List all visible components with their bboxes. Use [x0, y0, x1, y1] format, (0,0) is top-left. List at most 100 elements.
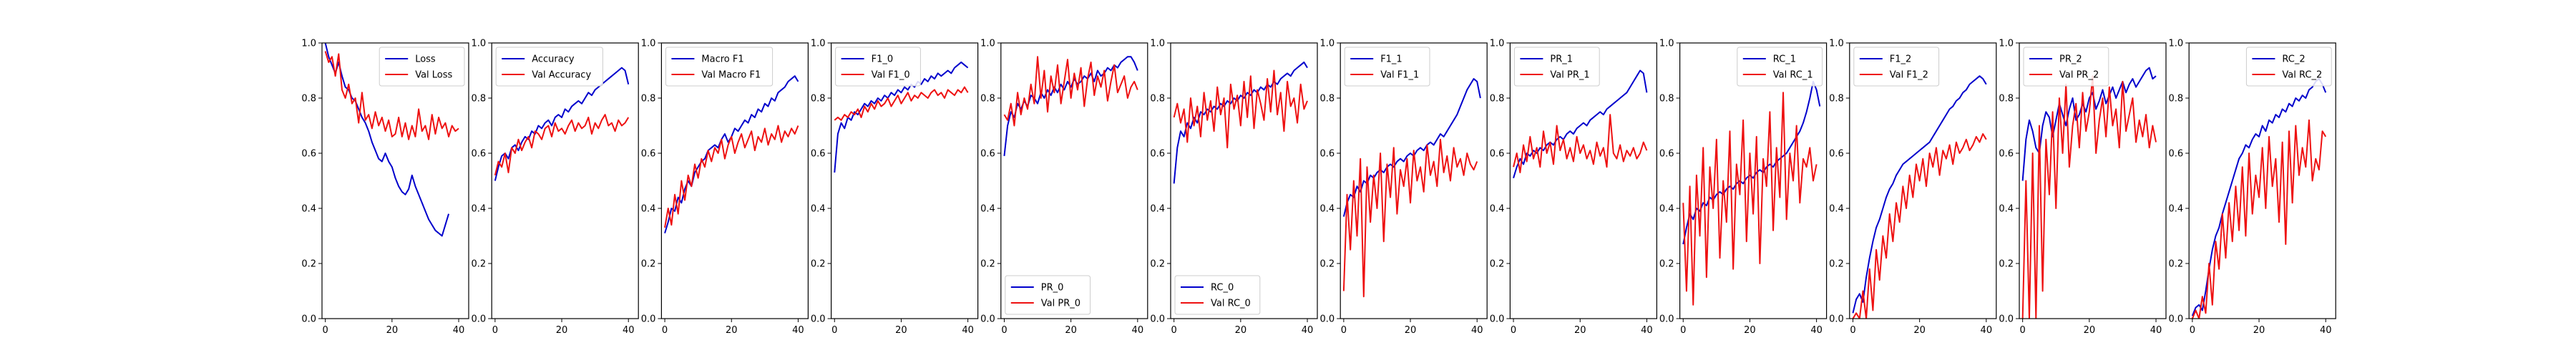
- x-tick-label: 20: [1065, 325, 1077, 336]
- y-tick-label: 0.0: [472, 314, 487, 325]
- x-tick-label: 0: [1001, 325, 1007, 336]
- x-tick-label: 20: [1235, 325, 1247, 336]
- y-tick-label: 0.4: [641, 204, 656, 215]
- x-tick-label: 0: [1171, 325, 1177, 336]
- legend-label: RC_0: [1211, 283, 1234, 294]
- y-tick-label: 0.2: [301, 259, 316, 270]
- x-tick-label: 40: [792, 325, 804, 336]
- y-tick-label: 0.2: [980, 259, 995, 270]
- y-tick-label: 0.4: [2169, 204, 2184, 215]
- x-tick-label: 0: [323, 325, 328, 336]
- x-tick-label: 0: [1850, 325, 1855, 336]
- legend-label: RC_2: [2282, 54, 2305, 65]
- legend: F1_2 Val F1_2: [1853, 47, 1940, 87]
- legend-label: Val Macro F1: [701, 70, 761, 81]
- y-tick-label: 0.8: [1320, 94, 1335, 105]
- axes-frame: [321, 42, 469, 319]
- y-tick-label: 0.6: [1999, 149, 2014, 160]
- series-line: [1003, 56, 1138, 156]
- y-tick-label: 0.8: [1999, 94, 2014, 105]
- y-tick-label: 0.6: [1320, 149, 1335, 160]
- y-tick-label: 1.0: [1659, 39, 1674, 49]
- series-line: [1513, 114, 1648, 173]
- x-tick-label: 40: [1981, 325, 1993, 336]
- legend: RC_0 Val RC_0: [1174, 275, 1261, 315]
- x-tick-label: 40: [1810, 325, 1823, 336]
- legend-label: Val PR_2: [2059, 70, 2099, 81]
- y-tick-label: 0.2: [2169, 259, 2184, 270]
- x-tick-label: 20: [2084, 325, 2096, 336]
- x-tick-label: 40: [1132, 325, 1144, 336]
- series-line: [2021, 67, 2157, 181]
- legend-label: Val F1_0: [872, 70, 910, 81]
- x-tick-label: 40: [1302, 325, 1314, 336]
- x-tick-label: 20: [1744, 325, 1756, 336]
- legend-box: [2245, 47, 2332, 87]
- legend-label: Val RC_1: [1773, 70, 1813, 81]
- subplot: 0.0 0.2 0.4 0.6 0.8 1.0 0 20 40 F1_2 Val F1_2: [1829, 39, 1997, 336]
- x-tick-label: 40: [623, 325, 635, 336]
- legend-label: Val Loss: [415, 70, 452, 81]
- legend-box: [1737, 47, 1823, 87]
- legend-box: [1174, 275, 1261, 315]
- axes-frame: [830, 42, 979, 319]
- axes-frame: [1340, 42, 1488, 319]
- y-tick-label: 0.2: [472, 259, 487, 270]
- x-tick-label: 0: [662, 325, 668, 336]
- series-line: [2021, 75, 2157, 319]
- legend-label: Val F1_1: [1380, 70, 1419, 81]
- series-line: [324, 51, 459, 140]
- axes-frame: [1170, 42, 1318, 319]
- series-line: [324, 43, 450, 237]
- legend: PR_0 Val PR_0: [1005, 275, 1091, 315]
- subplot: 0.0 0.2 0.4 0.6 0.8 1.0 0 20 40 F1_1 Val F1_1: [1320, 39, 1488, 336]
- series-line: [834, 61, 969, 173]
- series-line: [1682, 92, 1818, 306]
- y-tick-label: 0.4: [1829, 204, 1844, 215]
- y-tick-label: 0.6: [1659, 149, 1674, 160]
- y-tick-label: 0.4: [811, 204, 826, 215]
- y-tick-label: 0.0: [2169, 314, 2184, 325]
- legend-label: PR_2: [2059, 54, 2082, 65]
- subplot: 0.0 0.2 0.4 0.6 0.8 1.0 0 20 40 Loss Val Loss: [301, 39, 469, 336]
- legend: PR_1 Val PR_1: [1513, 47, 1600, 87]
- series-line: [664, 125, 799, 228]
- legend-box: [835, 47, 921, 87]
- y-tick-label: 1.0: [1999, 39, 2014, 49]
- series-line: [1173, 69, 1308, 149]
- x-tick-label: 0: [1341, 325, 1347, 336]
- y-tick-label: 0.8: [472, 94, 487, 105]
- axes-frame: [2019, 42, 2167, 319]
- y-tick-label: 1.0: [811, 39, 826, 49]
- y-tick-label: 0.2: [1490, 259, 1505, 270]
- series-line: [2191, 78, 2327, 316]
- legend-box: [1853, 47, 1940, 87]
- series-line: [1342, 78, 1481, 217]
- y-tick-label: 0.4: [1999, 204, 2014, 215]
- y-tick-label: 0.8: [2169, 94, 2184, 105]
- y-tick-label: 1.0: [1320, 39, 1335, 49]
- subplot: 0.0 0.2 0.4 0.6 0.8 1.0 0 20 40 RC_2 Val RC_2: [2169, 39, 2336, 336]
- y-tick-label: 0.4: [1150, 204, 1165, 215]
- y-tick-label: 0.4: [472, 204, 487, 215]
- y-tick-label: 0.6: [811, 149, 826, 160]
- y-tick-label: 0.4: [1490, 204, 1505, 215]
- legend-box: [665, 47, 774, 87]
- legend: Accuracy Val Accuracy: [495, 47, 603, 87]
- x-tick-label: 0: [831, 325, 837, 336]
- y-tick-label: 0.0: [1320, 314, 1335, 325]
- series-line: [1852, 133, 1987, 319]
- y-tick-label: 0.0: [1829, 314, 1844, 325]
- y-tick-label: 0.8: [301, 94, 316, 105]
- y-tick-label: 0.2: [1320, 259, 1335, 270]
- legend: RC_2 Val RC_2: [2245, 47, 2332, 87]
- legend-box: [1513, 47, 1600, 87]
- subplot: 0.0 0.2 0.4 0.6 0.8 1.0 0 20 40 PR_1 Val PR_1: [1490, 39, 1657, 336]
- y-tick-label: 0.8: [1490, 94, 1505, 105]
- y-tick-label: 0.6: [1150, 149, 1165, 160]
- legend: PR_2 Val PR_2: [2023, 47, 2109, 87]
- legend-box: [1005, 275, 1091, 315]
- y-tick-label: 0.8: [1659, 94, 1674, 105]
- y-tick-label: 0.8: [1150, 94, 1165, 105]
